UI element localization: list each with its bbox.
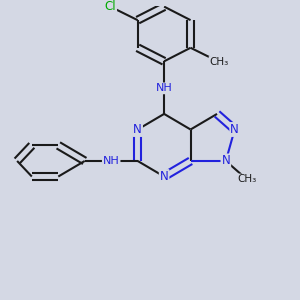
Text: NH: NH xyxy=(103,156,120,166)
Text: N: N xyxy=(160,170,169,183)
Text: N: N xyxy=(133,123,142,136)
Text: Cl: Cl xyxy=(104,0,116,13)
Text: CH₃: CH₃ xyxy=(209,57,229,67)
Text: N: N xyxy=(230,123,239,136)
Text: N: N xyxy=(221,154,230,167)
Text: CH₃: CH₃ xyxy=(237,175,256,184)
Text: NH: NH xyxy=(156,83,172,93)
